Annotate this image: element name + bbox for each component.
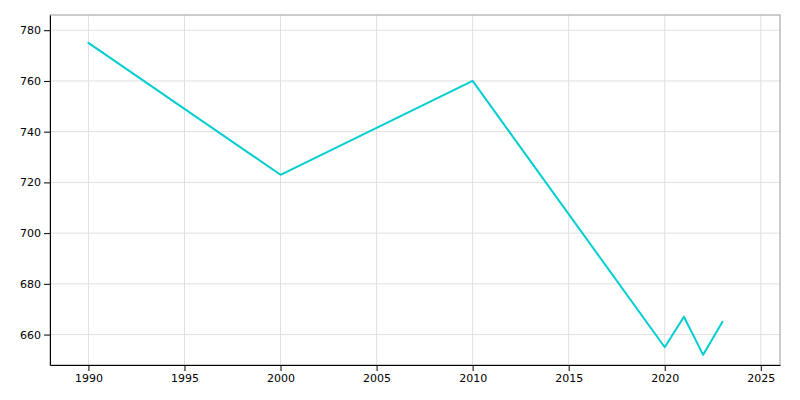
x-tick: 2015	[555, 365, 583, 385]
grid	[50, 15, 780, 365]
x-tick: 2005	[363, 365, 391, 385]
grid-line-y	[50, 30, 780, 31]
x-tick-label: 2025	[747, 372, 775, 385]
y-tick-mark	[44, 30, 50, 31]
y-tick: 780	[20, 24, 50, 37]
x-tick-mark	[377, 365, 378, 371]
x-tick-mark	[665, 365, 666, 371]
y-tick-label: 720	[20, 176, 41, 189]
x-tick-label: 1995	[171, 372, 199, 385]
grid-line-x	[568, 15, 569, 365]
y-tick-mark	[44, 81, 50, 82]
y-tick-label: 700	[20, 227, 41, 240]
x-tick: 2020	[651, 365, 679, 385]
y-tick: 700	[20, 227, 50, 240]
data-line	[88, 43, 722, 355]
x-tick-mark	[88, 365, 89, 371]
y-tick: 740	[20, 126, 50, 139]
x-tick-label: 2020	[651, 372, 679, 385]
x-tick-mark	[473, 365, 474, 371]
grid-line-y	[50, 182, 780, 183]
x-axis-line	[51, 365, 781, 366]
x-tick-label: 2010	[459, 372, 487, 385]
x-tick-label: 2005	[363, 372, 391, 385]
y-axis-line	[50, 16, 51, 366]
grid-line-y	[50, 283, 780, 284]
x-tick: 2000	[267, 365, 295, 385]
grid-line-y	[50, 131, 780, 132]
x-tick-mark	[281, 365, 282, 371]
y-tick: 660	[20, 329, 50, 342]
plot: 1990 1995 2000 2005 2010 2015 2020 2025 660 680 70…	[20, 15, 781, 385]
chart: 1990 1995 2000 2005 2010 2015 2020 2025 660 680 70…	[0, 0, 800, 400]
y-tick-label: 660	[20, 329, 41, 342]
x-tick: 2010	[459, 365, 487, 385]
y-tick: 680	[20, 278, 50, 291]
x-tick-mark	[569, 365, 570, 371]
y-tick-mark	[44, 233, 50, 234]
y-tick-mark	[44, 132, 50, 133]
y-tick: 760	[20, 75, 50, 88]
x-axis: 1990 1995 2000 2005 2010 2015 2020 2025	[51, 365, 781, 385]
x-tick-label: 2015	[555, 372, 583, 385]
y-tick-label: 740	[20, 126, 41, 139]
grid-line-x	[472, 15, 473, 365]
grid-line-y	[50, 233, 780, 234]
grid-line-y	[50, 334, 780, 335]
marks	[88, 43, 722, 355]
x-tick: 1990	[75, 365, 103, 385]
plot-frame	[50, 15, 780, 365]
grid-line-x	[184, 15, 185, 365]
y-tick-mark	[44, 182, 50, 183]
y-tick-label: 680	[20, 278, 41, 291]
x-tick: 1995	[171, 365, 199, 385]
y-tick-label: 780	[20, 24, 41, 37]
grid-line-x	[280, 15, 281, 365]
grid-line-x	[760, 15, 761, 365]
y-tick-mark	[44, 335, 50, 336]
grid-line-x	[88, 15, 89, 365]
x-tick-label: 2000	[267, 372, 295, 385]
grid-line-y	[50, 80, 780, 81]
x-tick-mark	[761, 365, 762, 371]
grid-line-x	[664, 15, 665, 365]
x-tick: 2025	[747, 365, 775, 385]
y-tick-mark	[44, 284, 50, 285]
x-tick-label: 1990	[75, 372, 103, 385]
y-tick: 720	[20, 176, 50, 189]
y-tick-label: 760	[20, 75, 41, 88]
grid-line-x	[376, 15, 377, 365]
x-tick-mark	[184, 365, 185, 371]
y-axis: 660 680 700 720 740 760 780	[20, 16, 51, 366]
